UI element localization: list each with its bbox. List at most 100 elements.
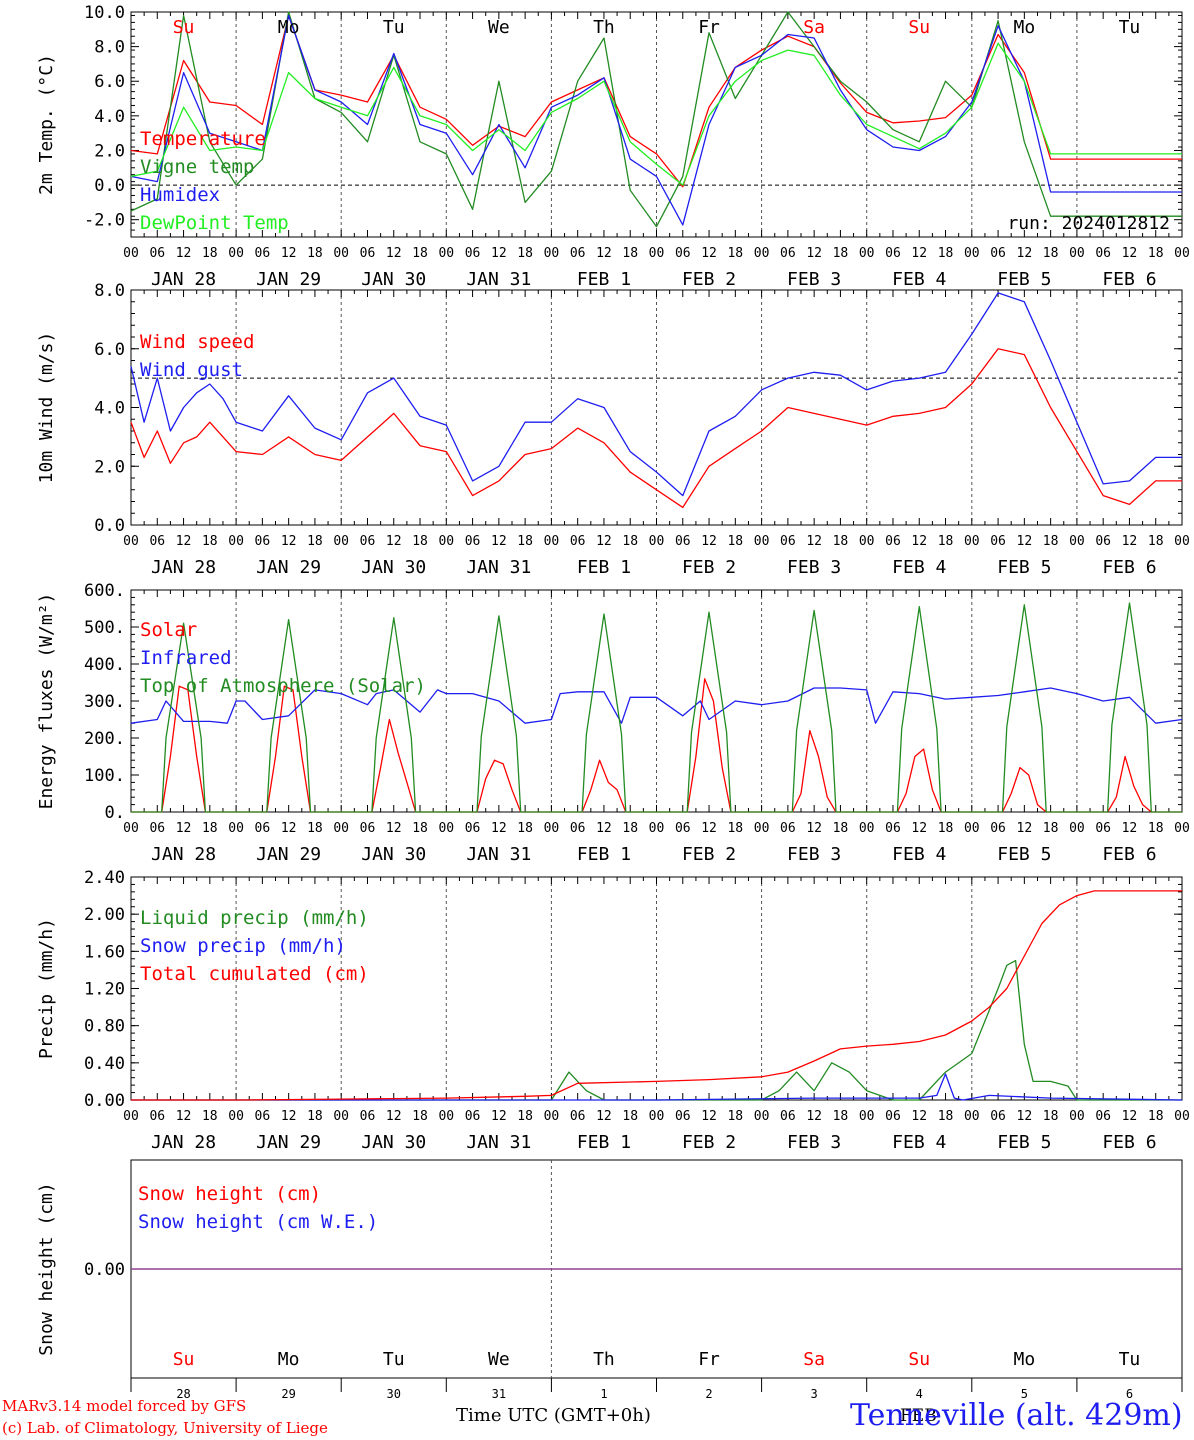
hour-label: 06 <box>1095 821 1111 836</box>
y-tick-label: 6.0 <box>94 340 125 360</box>
y-axis-label: 2m Temp. (°C) <box>36 54 57 195</box>
hour-label: 00 <box>649 821 665 836</box>
hour-label: 06 <box>255 1109 271 1124</box>
series-line-top-of-atmosphere-solar- <box>131 602 1182 813</box>
date-label: JAN 28 <box>151 269 216 290</box>
legend-entry: Snow precip (mm/h) <box>140 935 346 957</box>
hour-label: 18 <box>622 246 638 261</box>
date-label: JAN 30 <box>361 1132 426 1153</box>
day-abbrev-top: Su <box>908 17 930 38</box>
date-label: FEB 3 <box>787 557 841 578</box>
series-line-snow-precip-mm-h- <box>131 1073 1183 1101</box>
hour-label: 18 <box>1043 534 1059 549</box>
station-label: Tenneville (alt. 429m) <box>850 1398 1183 1433</box>
date-label: FEB 2 <box>682 557 736 578</box>
day-abbrev-top: Th <box>593 17 615 38</box>
hour-label: 00 <box>859 821 875 836</box>
panel-0-frame <box>130 11 1183 238</box>
legend-entry: DewPoint Temp <box>140 212 289 234</box>
hour-label: 00 <box>333 1109 349 1124</box>
hour-label: 06 <box>570 821 586 836</box>
hour-label: 18 <box>202 821 218 836</box>
y-axis-label: 10m Wind (m/s) <box>36 332 57 484</box>
y-tick-label: 2.40 <box>84 868 125 888</box>
hour-label: 12 <box>176 821 192 836</box>
day-abbrev-bottom: Mo <box>1014 1349 1036 1370</box>
hour-label: 06 <box>675 246 691 261</box>
day-abbrev-top: Sa <box>803 17 825 38</box>
date-label: JAN 28 <box>151 1132 216 1153</box>
series-line-wind-speed <box>130 348 1182 509</box>
hour-label: 18 <box>517 821 533 836</box>
day-number: 6 <box>1126 1387 1133 1401</box>
hour-label: 12 <box>281 821 297 836</box>
date-label: JAN 29 <box>256 557 321 578</box>
date-label: FEB 1 <box>577 1132 631 1153</box>
date-label: FEB 3 <box>787 844 841 865</box>
date-label: FEB 4 <box>892 844 946 865</box>
hour-label: 12 <box>911 246 927 261</box>
date-label: FEB 6 <box>1102 1132 1156 1153</box>
hour-label: 06 <box>570 246 586 261</box>
hour-label: 00 <box>544 821 560 836</box>
hour-label: 06 <box>255 534 271 549</box>
legend-entry: Wind speed <box>140 331 254 353</box>
hour-label: 06 <box>885 246 901 261</box>
hour-label: 00 <box>964 821 980 836</box>
y-tick-label: 400. <box>84 655 125 675</box>
day-number: 4 <box>916 1387 923 1401</box>
hour-label: 00 <box>964 246 980 261</box>
series-line-humidex <box>130 14 1182 226</box>
hour-label: 18 <box>412 246 428 261</box>
hour-label: 06 <box>149 534 165 549</box>
time-axis-label: Time UTC (GMT+0h) <box>456 1405 651 1426</box>
hour-label: 12 <box>911 534 927 549</box>
y-tick-label: 0.00 <box>84 1091 125 1111</box>
hour-label: 06 <box>885 534 901 549</box>
y-axis-label: Energy fluxes (W/m²) <box>36 593 57 810</box>
hour-label: 00 <box>544 534 560 549</box>
hour-label: 00 <box>544 1109 560 1124</box>
day-abbrev-top: Fr <box>698 17 720 38</box>
hour-label: 00 <box>754 534 770 549</box>
hour-label: 18 <box>412 821 428 836</box>
day-abbrev-bottom: Tu <box>1119 1349 1141 1370</box>
hour-label: 12 <box>176 246 192 261</box>
hour-label: 00 <box>754 821 770 836</box>
hour-label: 18 <box>517 534 533 549</box>
hour-label: 06 <box>990 534 1006 549</box>
hour-label: 06 <box>885 1109 901 1124</box>
y-tick-label: 0. <box>105 803 125 823</box>
hour-label: 06 <box>360 1109 376 1124</box>
hour-label: 12 <box>386 821 402 836</box>
y-tick-label: 2.00 <box>84 905 125 925</box>
hour-label: 18 <box>938 534 954 549</box>
day-number: 1 <box>600 1387 607 1401</box>
hour-label: 18 <box>938 246 954 261</box>
hour-label: 00 <box>333 246 349 261</box>
y-tick-label: 1.60 <box>84 942 125 962</box>
hour-label: 18 <box>938 821 954 836</box>
hour-label: 00 <box>1174 246 1190 261</box>
hour-label: 06 <box>885 821 901 836</box>
day-abbrev-bottom: Sa <box>803 1349 825 1370</box>
hour-label: 12 <box>596 821 612 836</box>
date-label: JAN 28 <box>151 557 216 578</box>
day-number: 30 <box>387 1387 401 1401</box>
day-number: 28 <box>176 1387 190 1401</box>
date-label: FEB 5 <box>997 1132 1051 1153</box>
hour-label: 12 <box>1017 534 1033 549</box>
hour-label: 12 <box>281 1109 297 1124</box>
day-number: 5 <box>1021 1387 1028 1401</box>
hour-label: 06 <box>465 246 481 261</box>
hour-label: 06 <box>255 246 271 261</box>
hour-label: 06 <box>360 821 376 836</box>
hour-label: 18 <box>833 534 849 549</box>
day-abbrev-top: Mo <box>278 17 300 38</box>
hour-label: 06 <box>1095 1109 1111 1124</box>
hour-label: 12 <box>596 534 612 549</box>
day-number: 31 <box>492 1387 506 1401</box>
y-tick-label: 600. <box>84 581 125 601</box>
y-tick-label: 0.40 <box>84 1054 125 1074</box>
hour-label: 12 <box>491 246 507 261</box>
